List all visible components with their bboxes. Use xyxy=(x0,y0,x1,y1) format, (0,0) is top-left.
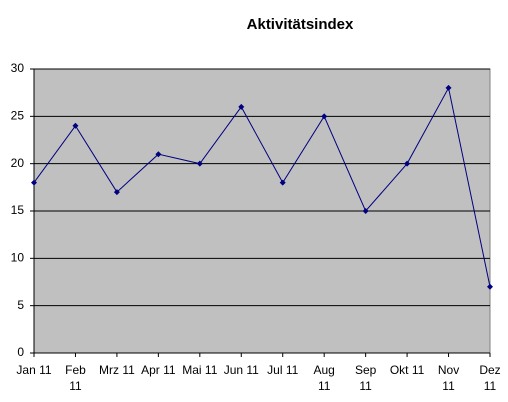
y-tick-label: 0 xyxy=(17,345,24,359)
y-tick-label: 25 xyxy=(11,109,25,123)
x-tick-label: Mrz 11 xyxy=(99,363,135,377)
x-tick-label: Mai 11 xyxy=(182,363,218,377)
x-tick-label: Apr 11 xyxy=(141,363,176,377)
data-marker xyxy=(362,208,369,214)
x-tick-label: Dez 11 xyxy=(479,363,501,393)
data-marker xyxy=(196,160,203,167)
data-line xyxy=(33,86,491,287)
x-tick-label: Jun 11 xyxy=(223,363,259,377)
x-tick-label: Sep 11 xyxy=(354,363,377,393)
x-tick-label: Jan 11 xyxy=(16,363,52,377)
data-marker xyxy=(72,122,79,129)
data-marker xyxy=(279,179,286,186)
x-tick-label: Feb 11 xyxy=(65,363,86,393)
x-tick-label: Nov 11 xyxy=(437,363,460,393)
y-tick-label: 10 xyxy=(11,251,25,265)
y-tick-label: 20 xyxy=(11,156,25,170)
y-tick-label: 5 xyxy=(17,298,24,312)
data-marker xyxy=(31,179,37,186)
y-tick-label: 30 xyxy=(11,61,25,75)
x-tick-label: Aug 11 xyxy=(313,363,335,393)
y-tick-label: 15 xyxy=(11,203,25,217)
data-marker xyxy=(238,103,245,110)
data-marker xyxy=(155,151,162,158)
data-marker xyxy=(404,160,411,167)
x-tick-label: Okt 11 xyxy=(389,363,425,377)
data-marker xyxy=(445,84,452,91)
data-marker xyxy=(321,113,328,120)
data-marker xyxy=(487,283,493,290)
data-marker xyxy=(113,189,120,196)
x-tick-label: Jul 11 xyxy=(267,363,299,377)
chart-title: Aktivitätsindex xyxy=(247,16,354,33)
